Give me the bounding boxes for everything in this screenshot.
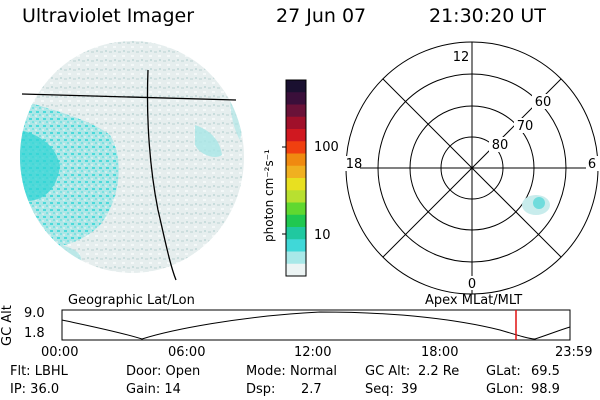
glat-label: GLat: [486, 364, 521, 379]
colorbar-swatch [286, 178, 306, 191]
apex-label: Apex MLat/MLT [425, 293, 523, 308]
glat-value: 69.5 [531, 364, 560, 379]
door-info: Door: Open [126, 364, 201, 379]
colorbar-swatch [286, 80, 306, 93]
colorbar-unit-label: photon cm⁻²s⁻¹ [262, 149, 276, 242]
apex-polar-plot: 12 18 6 0 60 70 80 [340, 41, 600, 295]
colorbar-swatch [286, 190, 306, 203]
altitude-ytick-top: 9.0 [24, 306, 45, 321]
polar-aurora-patch [522, 195, 550, 215]
colorbar-swatch [286, 153, 306, 167]
aurora-disk [20, 41, 244, 273]
polar-label-60: 60 [535, 95, 552, 110]
colorbar-swatch [286, 92, 306, 105]
colorbar [282, 79, 307, 277]
xtick-2359: 23:59 [555, 345, 593, 360]
colorbar-swatch [286, 116, 306, 130]
altitude-plot-frame [61, 309, 571, 341]
polar-label-70: 70 [517, 119, 534, 134]
dsp-label: Dsp: [246, 382, 276, 397]
gc-alt-label: GC Alt: [365, 364, 411, 379]
altitude-plot [61, 309, 571, 341]
dsp-value: 2.7 [301, 382, 322, 397]
xtick-0000: 00:00 [41, 345, 79, 360]
xtick-1200: 12:00 [294, 345, 332, 360]
gc-alt-value: 2.2 Re [418, 364, 460, 379]
ip-info: IP: 36.0 [10, 382, 60, 397]
time-label: 21:30:20 UT [429, 5, 546, 27]
mode-value: Normal [290, 364, 338, 379]
colorbar-swatch [286, 202, 306, 216]
polar-label-12: 12 [453, 50, 470, 65]
gain-info: Gain: 14 [126, 382, 181, 397]
colorbar-swatch [286, 239, 306, 252]
colorbar-swatch [286, 129, 306, 142]
app-title: Ultraviolet Imager [22, 5, 195, 27]
colorbar-swatch [286, 165, 306, 179]
colorbar-tick-100: 100 [314, 140, 339, 155]
colorbar-tick-10: 10 [314, 228, 331, 243]
glon-label: GLon: [486, 382, 524, 397]
xtick-1800: 18:00 [421, 345, 459, 360]
altitude-curve [61, 311, 571, 340]
xtick-0600: 06:00 [168, 345, 206, 360]
colorbar-swatch [286, 104, 306, 118]
glon-value: 98.9 [531, 382, 560, 397]
altitude-ytick-bottom: 1.8 [24, 326, 45, 341]
polar-label-80: 80 [492, 138, 509, 153]
colorbar-swatch [286, 263, 306, 277]
longitude-line [146, 69, 177, 281]
colorbar-swatch [286, 214, 306, 228]
polar-label-18: 18 [346, 157, 363, 172]
colorbar-swatch [286, 227, 306, 240]
seq-value: 39 [401, 382, 418, 397]
polar-label-6: 6 [588, 157, 596, 172]
filter-info: Flt: LBHL [10, 364, 68, 379]
polar-label-0: 0 [468, 277, 476, 292]
geographic-image [20, 41, 244, 281]
seq-label: Seq: [365, 382, 394, 397]
mode-label: Mode: [246, 364, 286, 379]
colorbar-swatch [286, 251, 306, 265]
altitude-ylabel: GC Alt [0, 305, 15, 346]
geographic-label: Geographic Lat/Lon [68, 293, 195, 308]
latitude-line [21, 93, 237, 101]
date-label: 27 Jun 07 [276, 5, 367, 27]
colorbar-swatch [286, 141, 306, 154]
